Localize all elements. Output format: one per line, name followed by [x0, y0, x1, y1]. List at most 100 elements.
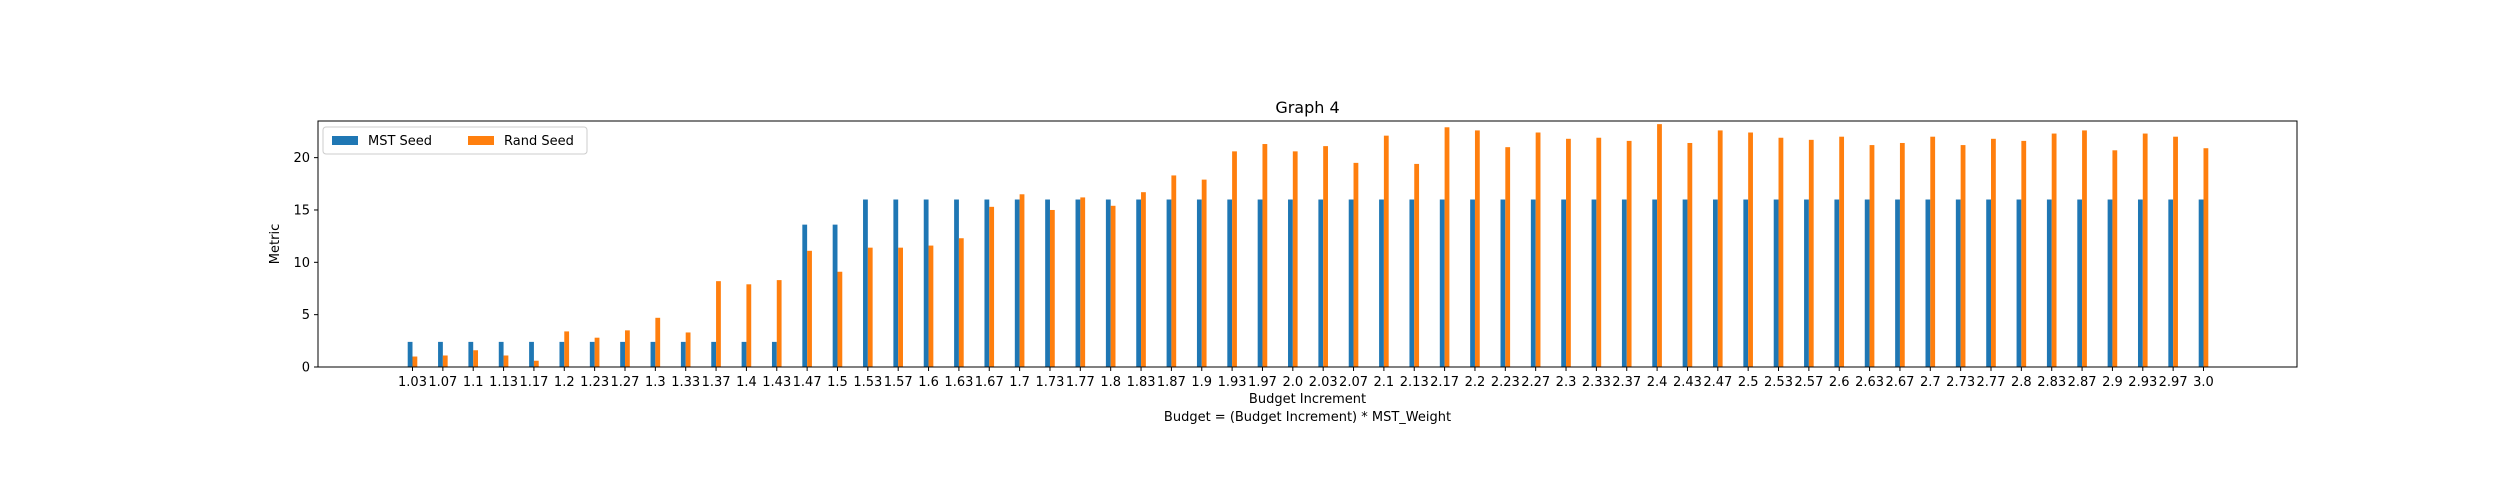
- plot-frame: [317, 120, 2298, 368]
- bar-mst-seed-1.07: [438, 341, 443, 367]
- bar-mst-seed-2.03: [1318, 199, 1324, 367]
- bar-mst-seed-2.8: [2016, 199, 2022, 367]
- bar-mst-seed-2.37: [1621, 199, 1627, 367]
- x-tick-label: 3.0: [2193, 375, 2214, 390]
- x-tick-label: 2.9: [2102, 375, 2123, 390]
- x-tick-label: 2.63: [1855, 375, 1884, 390]
- bar-rand-seed-2.8: [2021, 140, 2027, 367]
- bar-mst-seed-2.97: [2168, 199, 2174, 367]
- x-tick-label: 2.23: [1491, 375, 1520, 390]
- x-tick-label: 2.93: [2128, 375, 2157, 390]
- bar-rand-seed-2.73: [1960, 145, 1966, 367]
- x-tick-label: 1.8: [1100, 375, 1121, 390]
- legend-swatch-mst-seed: [332, 136, 358, 145]
- bar-mst-seed-1.7: [1014, 199, 1020, 367]
- x-tick-label: 1.17: [519, 375, 548, 390]
- x-tick-label: 2.73: [1946, 375, 1975, 390]
- bar-rand-seed-2.87: [2082, 130, 2087, 367]
- x-tick-label: 2.1: [1374, 375, 1395, 390]
- x-tick-label: 1.97: [1248, 375, 1277, 390]
- x-tick-label: 1.13: [489, 375, 518, 390]
- bar-mst-seed-1.63: [954, 199, 959, 367]
- bar-rand-seed-1.03: [412, 356, 418, 367]
- bar-rand-seed-2.77: [1991, 138, 1996, 367]
- bar-rand-seed-1.7: [1019, 194, 1025, 367]
- x-tick-label: 1.83: [1127, 375, 1156, 390]
- bar-rand-seed-2.83: [2051, 133, 2057, 367]
- x-tick-label: 2.6: [1829, 375, 1850, 390]
- bar-mst-seed-1.6: [923, 199, 929, 367]
- bar-mst-seed-2.9: [2107, 199, 2113, 367]
- bar-rand-seed-1.67: [989, 206, 995, 367]
- bar-mst-seed-1.03: [407, 341, 413, 367]
- bar-rand-seed-2.23: [1505, 147, 1511, 367]
- bar-mst-seed-1.4: [741, 341, 747, 367]
- bar-mst-seed-1.67: [984, 199, 990, 367]
- x-tick-label: 1.77: [1066, 375, 1095, 390]
- x-tick-label: 1.43: [762, 375, 791, 390]
- bar-mst-seed-1.1: [468, 341, 474, 367]
- x-tick-label: 1.9: [1191, 375, 1212, 390]
- bar-rand-seed-1.6: [928, 245, 934, 367]
- x-tick-label: 1.57: [884, 375, 913, 390]
- bar-rand-seed-2.17: [1444, 127, 1450, 367]
- bar-rand-seed-2.57: [1808, 139, 1814, 367]
- bar-mst-seed-2.1: [1379, 199, 1384, 367]
- bar-mst-seed-1.93: [1227, 199, 1233, 367]
- x-tick-label: 2.77: [1977, 375, 2006, 390]
- bar-rand-seed-2.37: [1626, 140, 1632, 367]
- bar-rand-seed-1.2: [564, 331, 570, 367]
- bar-mst-seed-2.77: [1986, 199, 1992, 367]
- x-tick-label: 1.6: [918, 375, 939, 390]
- bar-mst-seed-1.47: [802, 224, 808, 367]
- bar-rand-seed-1.63: [958, 238, 964, 367]
- bar-mst-seed-1.2: [559, 341, 565, 367]
- bar-mst-seed-1.43: [771, 341, 777, 367]
- x-tick-label: 2.07: [1339, 375, 1368, 390]
- x-tick-label: 1.67: [975, 375, 1004, 390]
- x-tick-label: 2.87: [2068, 375, 2097, 390]
- bar-mst-seed-1.33: [680, 341, 686, 367]
- x-tick-label: 1.5: [827, 375, 848, 390]
- x-tick-label: 1.7: [1009, 375, 1030, 390]
- legend-swatch-rand-seed: [468, 136, 494, 145]
- bar-rand-seed-2.2: [1474, 130, 1480, 367]
- x-tick-label: 2.3: [1556, 375, 1577, 390]
- bar-mst-seed-2.0: [1288, 199, 1293, 367]
- bar-rand-seed-1.07: [442, 355, 448, 367]
- bar-rand-seed-2.07: [1353, 162, 1359, 367]
- x-tick-label: 1.47: [793, 375, 822, 390]
- bar-mst-seed-2.17: [1439, 199, 1445, 367]
- x-tick-label: 2.8: [2011, 375, 2032, 390]
- bar-mst-seed-1.87: [1166, 199, 1172, 367]
- bar-mst-seed-2.7: [1925, 199, 1931, 367]
- bar-mst-seed-1.9: [1196, 199, 1202, 367]
- bar-rand-seed-2.53: [1778, 137, 1784, 367]
- x-tick-label: 1.23: [580, 375, 609, 390]
- bar-mst-seed-2.87: [2077, 199, 2083, 367]
- bar-rand-seed-2.93: [2142, 133, 2148, 367]
- bar-rand-seed-1.43: [776, 280, 782, 367]
- bar-mst-seed-2.93: [2137, 199, 2143, 367]
- x-tick-label: 1.93: [1218, 375, 1247, 390]
- x-tick-label: 1.07: [428, 375, 457, 390]
- y-tick-label: 0: [302, 361, 310, 376]
- bar-rand-seed-2.03: [1323, 146, 1328, 367]
- y-tick-label: 10: [293, 256, 310, 271]
- x-tick-label: 2.03: [1309, 375, 1338, 390]
- bar-mst-seed-1.37: [711, 341, 717, 367]
- bar-rand-seed-2.27: [1535, 132, 1541, 367]
- bar-rand-seed-2.47: [1717, 130, 1723, 367]
- plot-area: 0 5 10 15 20 1.03 1.07 1.1 1.13 1.17 1.2 1.23 1.27 1.…: [293, 120, 2298, 390]
- bar-rand-seed-2.7: [1930, 136, 1936, 367]
- x-axis-formula-label: Budget = (Budget Increment) * MST_Weight: [1164, 410, 1451, 425]
- bar-mst-seed-1.5: [832, 224, 838, 367]
- bar-mst-seed-1.23: [589, 341, 595, 367]
- bar-rand-seed-1.13: [503, 355, 509, 367]
- bar-mst-seed-2.2: [1470, 199, 1475, 367]
- x-tick-label: 2.4: [1647, 375, 1668, 390]
- bar-rand-seed-1.8: [1110, 205, 1116, 367]
- bar-mst-seed-1.57: [893, 199, 899, 367]
- bar-rand-seed-1.47: [807, 250, 812, 367]
